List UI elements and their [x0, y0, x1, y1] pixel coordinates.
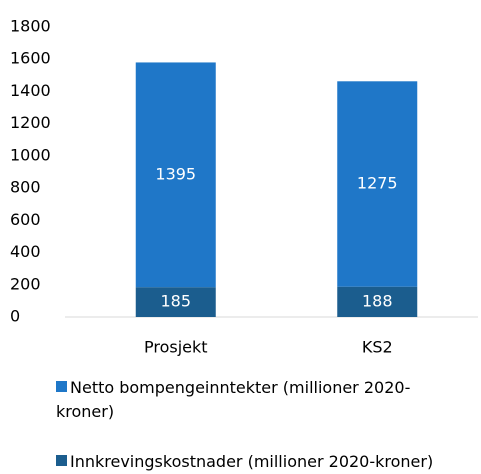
y-tick-label: 600 [10, 210, 41, 229]
data-label: 1395 [155, 164, 196, 183]
data-label: 188 [362, 291, 393, 310]
bar-segment [135, 287, 216, 317]
chart: 0 200 400 600 800 1000 1200 1400 1600 1800 185 1395… [10, 17, 478, 357]
bar-segment [135, 62, 216, 288]
data-label: 185 [160, 292, 191, 311]
y-tick-label: 1400 [10, 81, 51, 100]
legend-item: Netto bompengeinntekter (millioner 2020-… [56, 376, 466, 424]
y-tick-label: 0 [10, 307, 20, 326]
x-tick-label: Prosjekt [144, 338, 208, 357]
y-tick-label: 400 [10, 242, 41, 261]
x-tick-label: KS2 [362, 338, 393, 357]
y-tick-label: 1000 [10, 145, 51, 164]
legend-label: Netto bompengeinntekter (millioner 2020-… [56, 378, 411, 421]
bar-segment [337, 286, 418, 317]
legend-swatch [56, 455, 67, 466]
legend-label: Innkrevingskostnader (millioner 2020-kro… [70, 452, 434, 471]
y-tick-label: 1600 [10, 49, 51, 68]
y-tick-label: 200 [10, 274, 41, 293]
legend-item: Innkrevingskostnader (millioner 2020-kro… [56, 450, 466, 474]
y-tick-label: 800 [10, 178, 41, 197]
bar-segment [337, 81, 418, 287]
legend-swatch [56, 381, 67, 392]
y-tick-label: 1800 [10, 17, 51, 36]
data-label: 1275 [357, 174, 398, 193]
y-tick-label: 1200 [10, 113, 51, 132]
